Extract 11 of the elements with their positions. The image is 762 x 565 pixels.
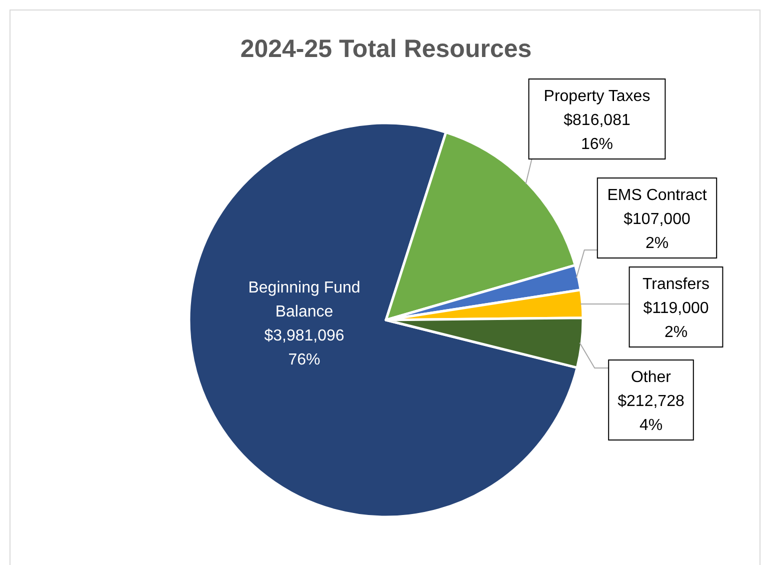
data-label: $119,000 2% xyxy=(643,300,709,341)
slice-label: Transfers xyxy=(642,276,710,293)
data-label: $816,081 16% xyxy=(564,112,630,153)
slice-label: EMS Contract xyxy=(607,187,708,204)
data-label: $107,000 2% xyxy=(624,211,690,252)
data-label: $212,728 4% xyxy=(618,393,684,434)
slice-label: Other xyxy=(630,369,672,386)
data-label: $3,981,096 76% xyxy=(264,327,344,368)
slice-label: Property Taxes xyxy=(544,88,650,105)
slice-label: Beginning Fund Balance xyxy=(248,279,360,320)
chart-title: 2024-25 Total Resources xyxy=(240,35,532,63)
